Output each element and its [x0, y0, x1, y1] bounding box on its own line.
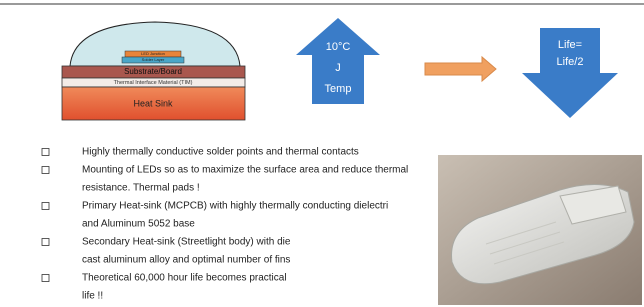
tim-label: Thermal Interface Material (TIM): [114, 80, 193, 86]
arrow-text: Life=: [558, 39, 582, 51]
slide: LED Junction Solder Layer Substrate/Boar…: [0, 0, 644, 307]
bullet-marker: [42, 203, 49, 210]
solder-label: Solder Layer: [142, 57, 165, 62]
bullet-list: Highly thermally conductive solder point…: [42, 147, 408, 302]
led-diagram: LED Junction Solder Layer Substrate/Boar…: [62, 22, 245, 120]
bullet-text: Primary Heat-sink (MCPCB) with highly th…: [82, 201, 388, 212]
arrow-text: 10°C: [326, 41, 351, 53]
bullet-marker: [42, 149, 49, 156]
arrow-text: Temp: [325, 83, 352, 95]
streetlight-photo: [438, 155, 642, 305]
bullet-text: life !!: [82, 291, 103, 302]
bullet-text: Highly thermally conductive solder point…: [82, 147, 359, 158]
bullet-marker: [42, 275, 49, 282]
chip-label: LED Junction: [141, 51, 165, 56]
bullet-text: and Aluminum 5052 base: [82, 219, 195, 230]
arrow-text: Life/2: [557, 56, 584, 68]
bullet-text: resistance. Thermal pads !: [82, 183, 200, 194]
substrate-label: Substrate/Board: [124, 67, 182, 76]
arrow-text: J: [335, 62, 341, 74]
right-arrow: [425, 57, 496, 81]
bullet-marker: [42, 239, 49, 246]
bullet-text: cast aluminum alloy and optimal number o…: [82, 255, 290, 266]
bullet-text: Secondary Heat-sink (Streetlight body) w…: [82, 237, 291, 248]
bullet-text: Mounting of LEDs so as to maximize the s…: [82, 165, 408, 176]
heat-sink-label: Heat Sink: [133, 98, 173, 108]
bullet-text: Theoretical 60,000 hour life becomes pra…: [82, 273, 287, 284]
bullet-marker: [42, 167, 49, 174]
